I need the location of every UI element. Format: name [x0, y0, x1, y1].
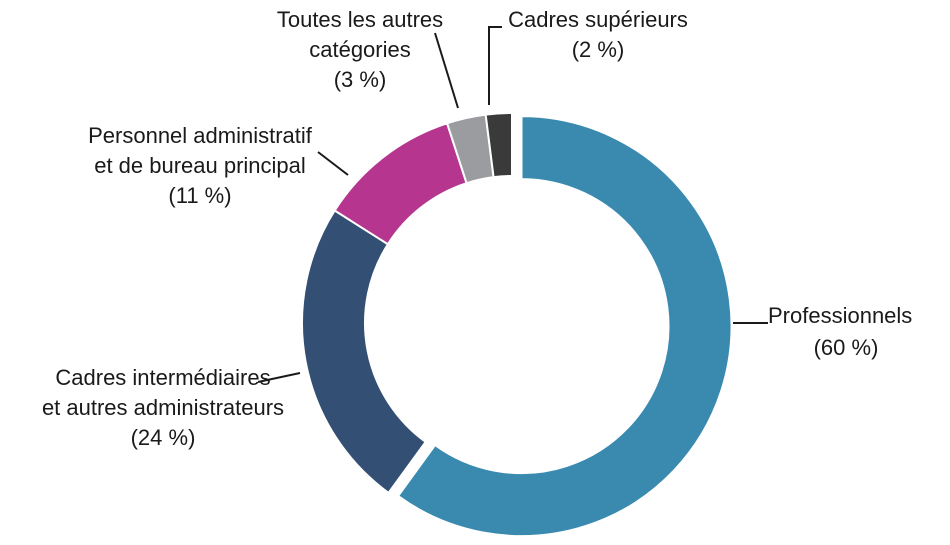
slice-name-line-toutes-les-autres-categories: catégories: [309, 37, 411, 62]
slice-name-line-personnel-administratif-et-de-bureau-principal: et de bureau principal: [94, 153, 306, 178]
slice-name-line-personnel-administratif-et-de-bureau-principal: Personnel administratif: [88, 123, 313, 148]
slice-name-line-toutes-les-autres-categories: Toutes les autres: [277, 7, 443, 32]
leader-line-toutes-les-autres-categories: [434, 32, 459, 109]
donut-slices: [301, 111, 733, 538]
slice-value-cadres-intermediaires-et-autres-administrateurs: (24 %): [131, 425, 196, 450]
slice-value-personnel-administratif-et-de-bureau-principal: (11 %): [168, 183, 231, 208]
slice-value-professionnels: (60 %): [814, 335, 879, 360]
slice-cadres-intermediaires-et-autres-administrateurs: [301, 209, 427, 495]
leader-line-personnel-administratif-et-de-bureau-principal: [317, 151, 349, 176]
slice-label-toutes-les-autres-categories: Toutes les autres catégories (3 %): [277, 7, 443, 92]
slice-cadres-superieurs: [484, 111, 513, 179]
slice-label-cadres-intermediaires-et-autres-administrateurs: Cadres intermédiaires et autres administr…: [42, 365, 284, 450]
slice-label-personnel-administratif-et-de-bureau-principal: Personnel administratif et de bureau prin…: [88, 123, 313, 208]
slice-labels: Professionnels (60 %) Cadres intermédiaire…: [42, 7, 912, 450]
slice-label-cadres-superieurs: Cadres supérieurs (2 %): [508, 7, 688, 62]
slice-name-line-cadres-intermediaires-et-autres-administrateurs: et autres administrateurs: [42, 395, 284, 420]
slice-professionnels: [396, 115, 733, 538]
leader-line-cadres-intermediaires-et-autres-administrateurs: [257, 372, 301, 383]
slice-name-line-cadres-intermediaires-et-autres-administrateurs: Cadres intermédiaires: [55, 365, 270, 390]
slice-name-line-cadres-superieurs: Cadres supérieurs: [508, 7, 688, 32]
slice-name-line-professionnels: Professionnels: [768, 303, 912, 328]
leader-lines: [257, 26, 768, 383]
leader-line-cadres-superieurs: [488, 26, 502, 105]
slice-value-toutes-les-autres-categories: (3 %): [334, 67, 387, 92]
slice-value-cadres-superieurs: (2 %): [572, 37, 625, 62]
slice-label-professionnels: Professionnels (60 %): [768, 303, 912, 360]
